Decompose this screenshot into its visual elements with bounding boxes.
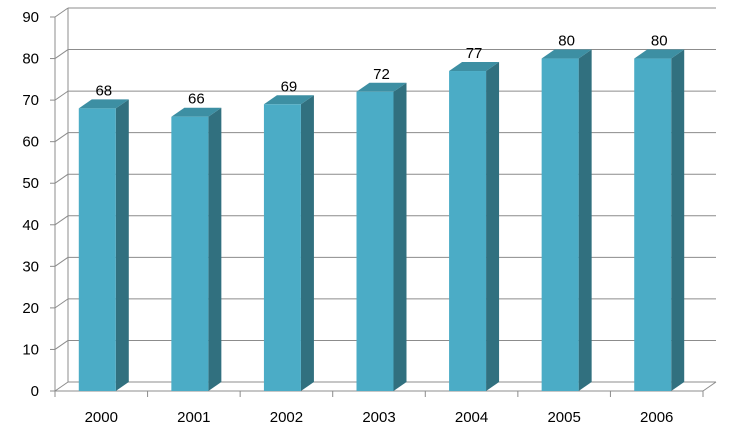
data-label: 80 [651, 33, 668, 50]
bar-top [541, 49, 592, 59]
bar-top [449, 62, 500, 72]
y-axis-tick-labels: 0 10 20 30 40 50 60 70 80 90 [22, 9, 39, 400]
bar-front [634, 58, 672, 392]
gridline-connector [54, 49, 69, 59]
bar-top [356, 82, 407, 92]
gridline-connector [54, 173, 69, 184]
bar [634, 49, 685, 392]
gridline-connector [54, 340, 69, 350]
gridline-connector [54, 298, 69, 309]
x-tick-label: 2003 [362, 409, 395, 426]
bar-front [78, 108, 116, 391]
bar-front [541, 58, 579, 392]
bar-side [208, 107, 222, 391]
data-label: 72 [373, 66, 390, 83]
bar [263, 95, 314, 392]
bars [78, 49, 685, 392]
data-label: 77 [466, 45, 483, 62]
gridline-connector [54, 215, 69, 226]
y-tick-label: 70 [22, 92, 39, 109]
bar-side [393, 82, 407, 392]
bar [356, 82, 407, 392]
bar-front [263, 104, 301, 392]
x-tick-label: 2005 [547, 409, 580, 426]
bar [449, 62, 500, 392]
bar [541, 49, 592, 392]
bar-side [300, 95, 314, 392]
gridline-connector [54, 256, 69, 267]
gridline-connector [54, 381, 69, 392]
gridline-connector [54, 132, 69, 143]
bar-top [634, 49, 685, 59]
floor-edge [702, 381, 717, 392]
y-tick-label: 30 [22, 258, 39, 275]
y-tick-label: 40 [22, 217, 39, 234]
y-tick-label: 0 [31, 383, 39, 400]
bar-front [171, 116, 209, 391]
gridline-connector [54, 90, 69, 101]
bar-front [449, 71, 487, 392]
bar-top [78, 99, 129, 109]
x-tick-label: 2006 [640, 409, 673, 426]
y-tick-label: 20 [22, 300, 39, 317]
y-tick-label: 50 [22, 175, 39, 192]
y-tick-label: 10 [22, 341, 39, 358]
bar [78, 99, 129, 391]
y-tick-label: 90 [22, 9, 39, 26]
y-tick-label: 80 [22, 51, 39, 68]
data-label: 66 [188, 91, 205, 108]
bar-side [671, 49, 685, 392]
data-labels: 68 66 69 72 77 80 80 [95, 33, 667, 108]
x-tick-label: 2001 [177, 409, 210, 426]
bar-side [578, 49, 592, 392]
bar-side [486, 62, 500, 392]
x-axis-tick-labels: 2000 2001 2002 2003 2004 2005 2006 [85, 409, 674, 426]
data-label: 80 [558, 33, 575, 50]
data-label: 68 [95, 82, 112, 99]
bar [171, 107, 222, 391]
x-tick-label: 2002 [270, 409, 303, 426]
bar-top [263, 95, 314, 105]
x-tick-label: 2004 [455, 409, 488, 426]
data-label: 69 [281, 78, 298, 95]
bar-top [171, 107, 222, 117]
bar-front [356, 91, 394, 392]
y-tick-label: 60 [22, 134, 39, 151]
x-tick-label: 2000 [85, 409, 118, 426]
gridline-connector [54, 7, 69, 18]
bar-side [115, 99, 129, 391]
